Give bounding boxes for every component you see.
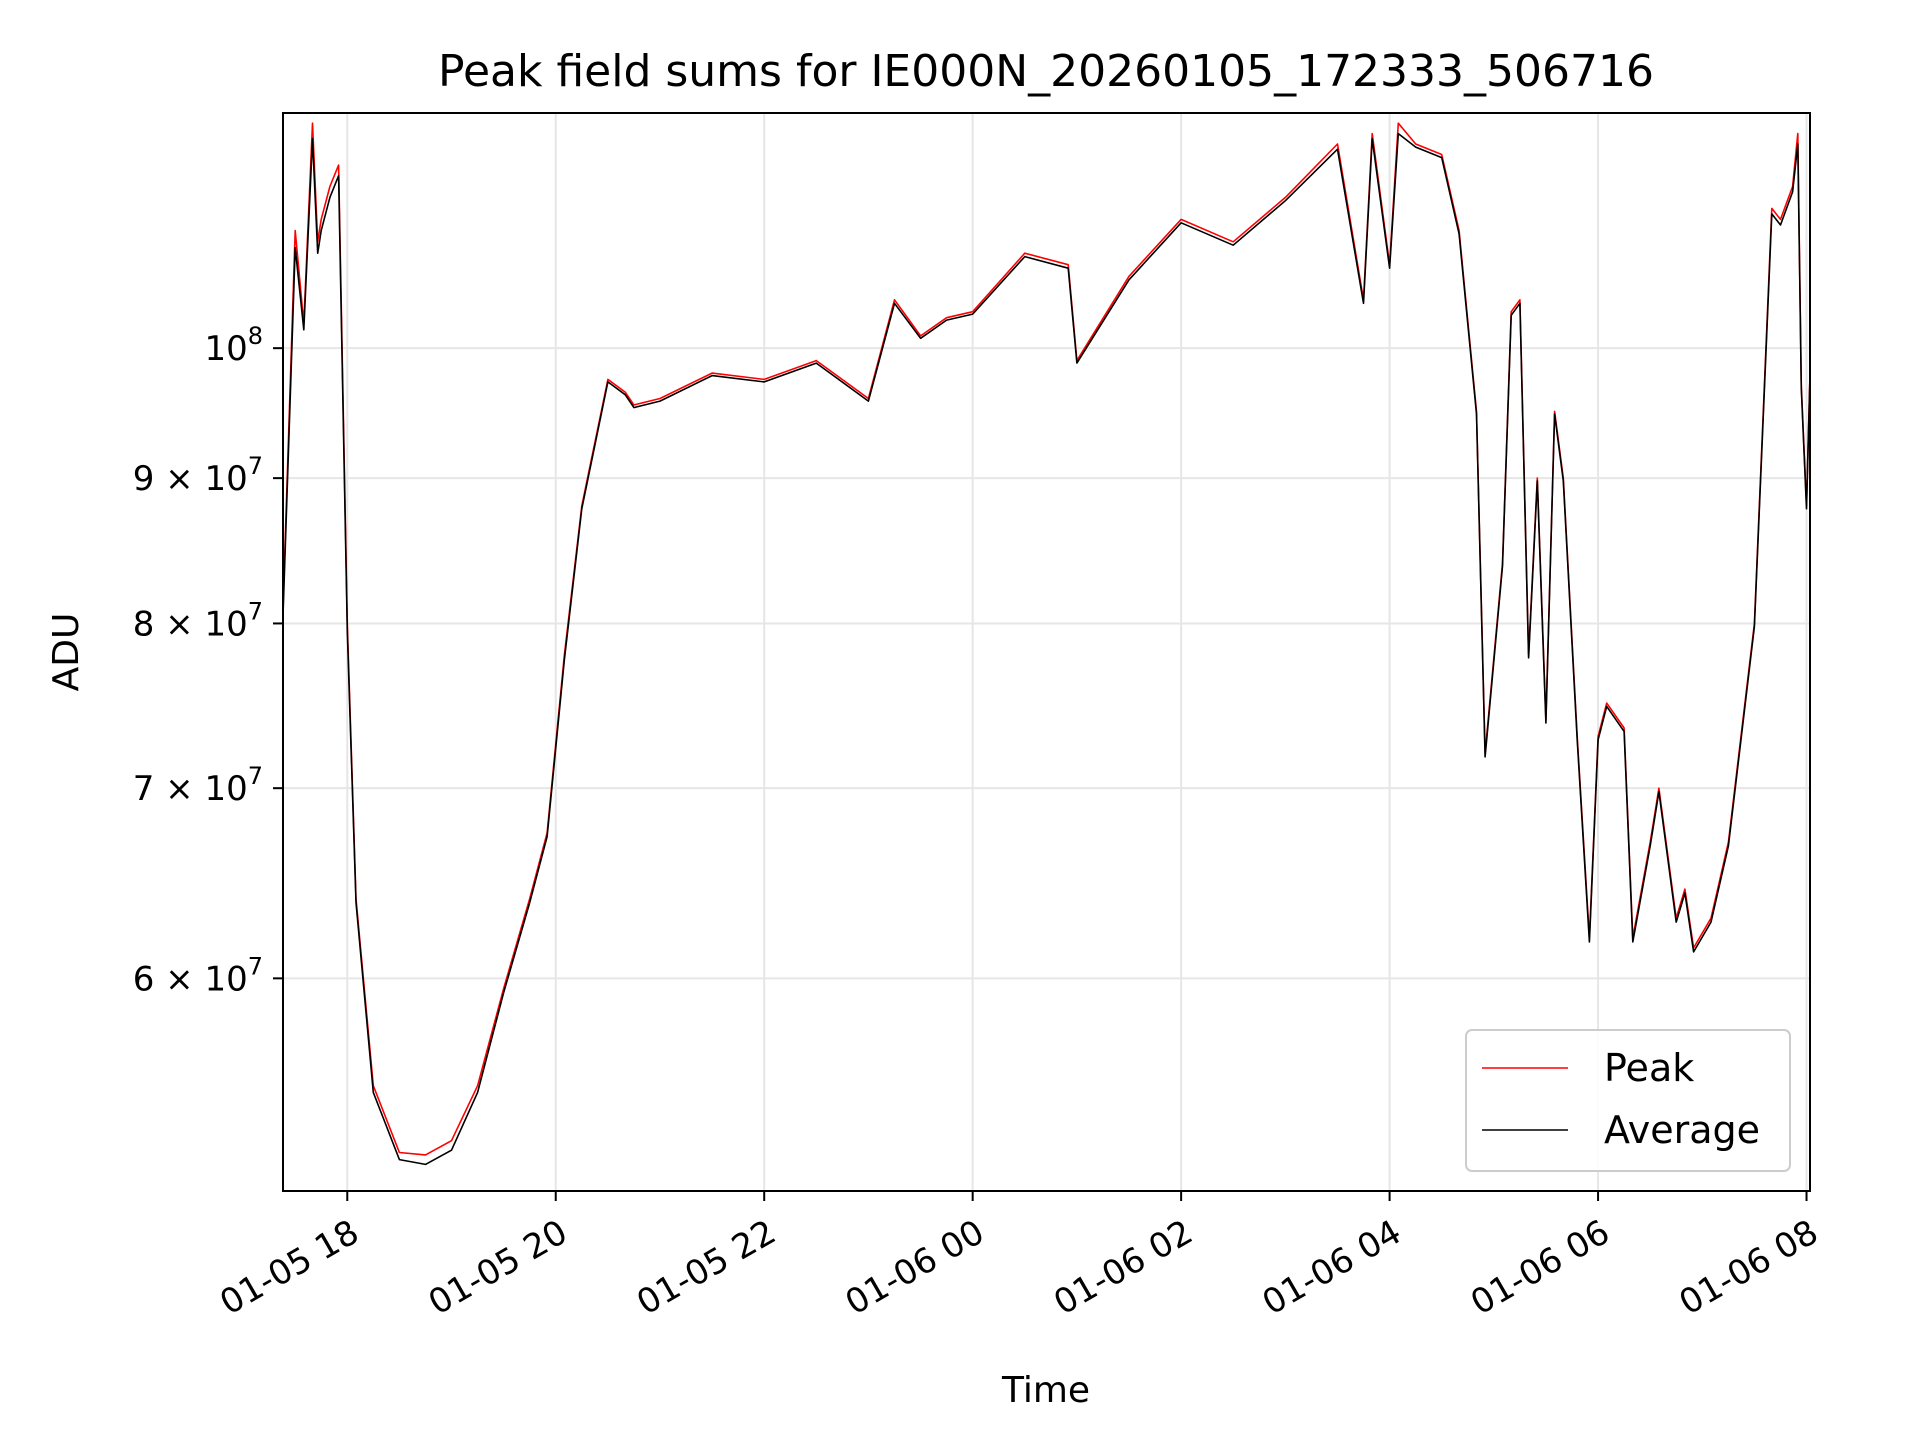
series-layer xyxy=(283,122,1810,1166)
legend-box xyxy=(1465,1029,1791,1172)
x-axis-label: Time xyxy=(1001,1370,1090,1411)
chart-title: Peak field sums for IE000N_20260105_1723… xyxy=(438,46,1654,97)
y-axis-label: ADU xyxy=(46,613,87,692)
y-tick-label: 108 xyxy=(204,322,263,369)
y-axis: 6 × 107 7 × 107 8 × 107 9 × 107 108 xyxy=(133,322,283,999)
y-tick-label: 7 × 107 xyxy=(133,762,263,809)
series-line-average xyxy=(283,132,1810,1166)
legend-peak-label: Peak xyxy=(1604,1046,1694,1090)
grid xyxy=(283,113,1810,1191)
legend-average-label: Average xyxy=(1604,1108,1760,1152)
plot-frame xyxy=(282,112,1811,1192)
legend: Peak Average xyxy=(1465,1029,1791,1172)
y-tick-label: 6 × 107 xyxy=(133,952,263,999)
y-tick-label: 8 × 107 xyxy=(133,597,263,644)
y-tick-label: 9 × 107 xyxy=(133,452,263,499)
